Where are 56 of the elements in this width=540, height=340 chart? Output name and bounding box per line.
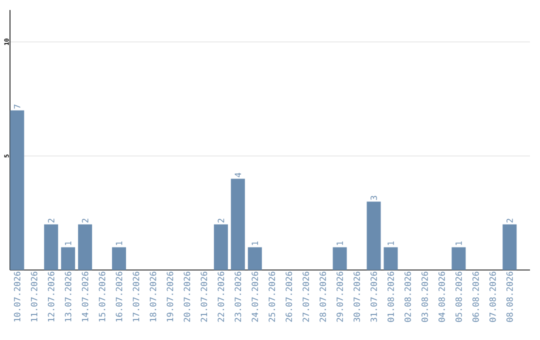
x-tick-label: 17.07.2026 [132,272,140,322]
x-tick-label: 11.07.2026 [30,272,38,322]
x-tick-label: 07.08.2026 [489,272,496,322]
x-tick-label: 19.07.2026 [166,272,174,322]
x-tick-label: 16.07.2026 [116,272,122,322]
bar [366,202,381,270]
data-label: 1 [116,241,122,245]
bar [248,247,262,270]
x-tick-label: 25.07.2026 [268,272,276,322]
bar [502,224,517,270]
x-tick-label: 13.07.2026 [64,272,72,322]
bar [332,247,347,270]
x-tick-label: 12.07.2026 [48,272,54,322]
x-tick-label: 08.08.2026 [506,272,513,322]
bar [230,178,245,270]
x-tick-label: 01.08.2026 [388,272,394,322]
bar [10,110,24,270]
x-tick-label: 06.08.2026 [472,272,479,322]
bar [44,224,58,270]
bar [61,247,76,270]
x-tick-label: 27.07.2026 [302,272,310,322]
x-tick-label: 30.07.2026 [354,272,360,322]
data-label: 2 [48,218,54,223]
data-label: 2 [218,218,224,223]
x-tick-label: 22.07.2026 [218,272,224,322]
x-tick-label: 18.07.2026 [150,272,156,322]
data-label: 3 [370,196,377,200]
x-tick-label: 10.07.2026 [14,272,20,322]
x-tick-label: 21.07.2026 [200,272,208,322]
x-tick-label: 28.07.2026 [320,272,326,322]
data-label: 7 [14,104,20,109]
bar [112,247,126,270]
bar [214,224,228,270]
data-label: 1 [64,241,72,245]
x-tick-label: 03.08.2026 [422,272,428,322]
x-tick-label: 23.07.2026 [234,272,242,322]
x-tick-label: 04.08.2026 [438,272,445,322]
data-label: 1 [252,241,258,245]
data-label: 1 [456,241,462,245]
data-label: 2 [506,218,513,223]
x-tick-label: 05.08.2026 [455,272,462,322]
x-tick-label: 31.07.2026 [370,272,377,322]
bar [452,247,466,270]
x-tick-label: 29.07.2026 [336,272,344,322]
x-tick-label: 24.07.2026 [252,272,258,322]
data-label: 4 [234,172,242,178]
data-label: 2 [82,218,88,223]
data-label: 1 [388,241,394,245]
x-tick-label: 02.08.2026 [404,272,411,322]
x-tick-label: 14.07.2026 [82,272,88,322]
bar [384,247,398,270]
data-label: 1 [336,241,343,245]
x-tick-label: 26.07.2026 [286,272,292,322]
x-tick-label: 20.07.2026 [184,272,190,322]
x-tick-label: 15.07.2026 [98,272,106,322]
bar [78,224,92,270]
